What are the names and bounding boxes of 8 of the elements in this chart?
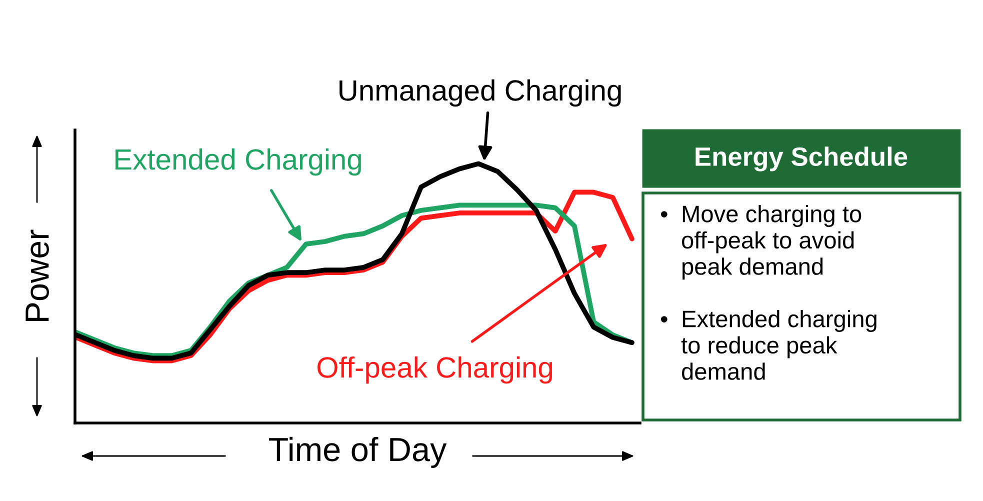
text: Energy Schedule xyxy=(696,146,908,172)
text: • Move charging to off-peak to avoid peak demand xyxy=(660,205,862,280)
x-axis-title: Time of Day xyxy=(269,436,447,468)
text: Off-peak Charging xyxy=(317,356,552,384)
text: Unmanaged Charging xyxy=(340,79,621,107)
text: • Extended charging to reduce peak demand xyxy=(660,310,876,380)
series-label: Extended Charging xyxy=(116,148,361,176)
y-axis-title: Power xyxy=(26,230,49,322)
